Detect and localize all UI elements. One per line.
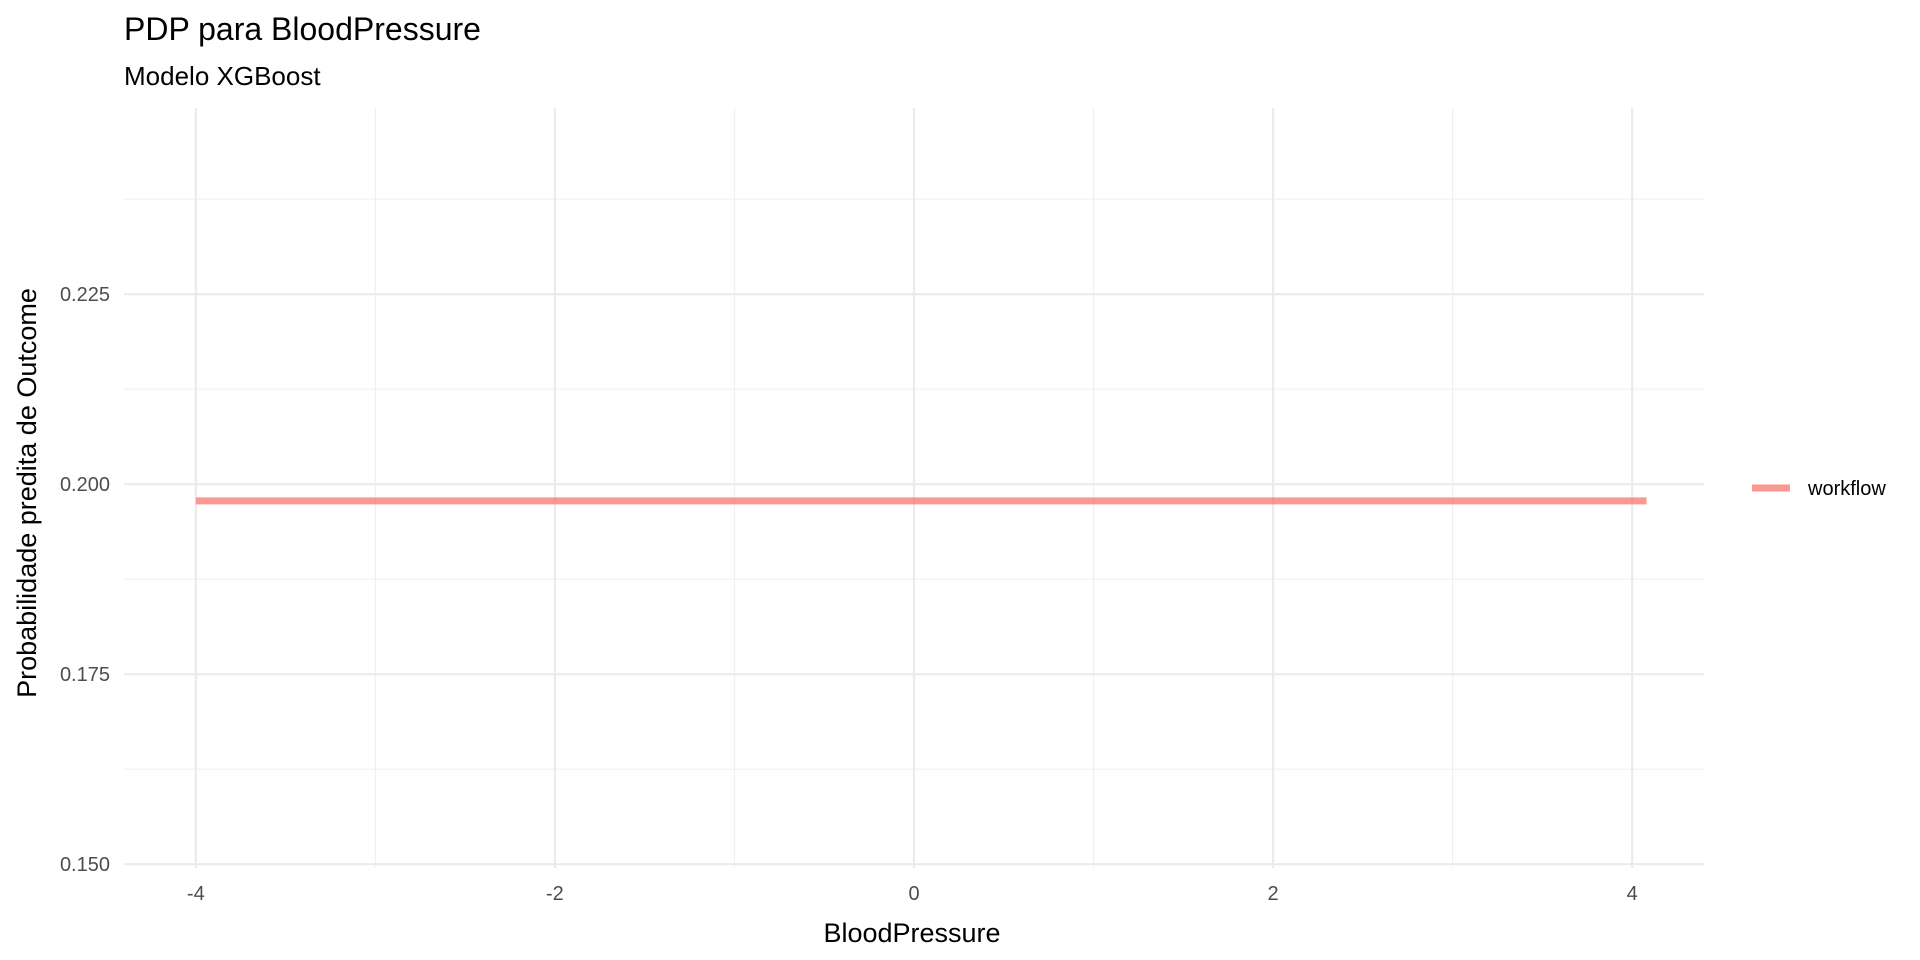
y-tick-label: 0.150 bbox=[60, 854, 110, 876]
y-axis-ticks: 0.150 0.175 0.200 0.225 bbox=[60, 284, 110, 876]
x-tick-label: -2 bbox=[546, 883, 564, 905]
x-axis-ticks: -4 -2 0 2 4 bbox=[187, 883, 1638, 905]
major-gridlines bbox=[124, 108, 1704, 868]
y-tick-label: 0.200 bbox=[60, 474, 110, 496]
x-tick-label: 0 bbox=[908, 883, 919, 905]
x-tick-label: -4 bbox=[187, 883, 205, 905]
legend-label: workflow bbox=[1807, 478, 1886, 500]
y-tick-label: 0.175 bbox=[60, 664, 110, 686]
x-tick-label: 4 bbox=[1627, 883, 1638, 905]
legend: workflow bbox=[1752, 478, 1886, 500]
x-axis-label: BloodPressure bbox=[823, 918, 1000, 948]
chart-subtitle: Modelo XGBoost bbox=[124, 61, 321, 91]
y-axis-label: Probabilidade predita de Outcome bbox=[12, 288, 42, 698]
chart-title: PDP para BloodPressure bbox=[124, 11, 481, 47]
y-tick-label: 0.225 bbox=[60, 284, 110, 306]
x-tick-label: 2 bbox=[1268, 883, 1279, 905]
